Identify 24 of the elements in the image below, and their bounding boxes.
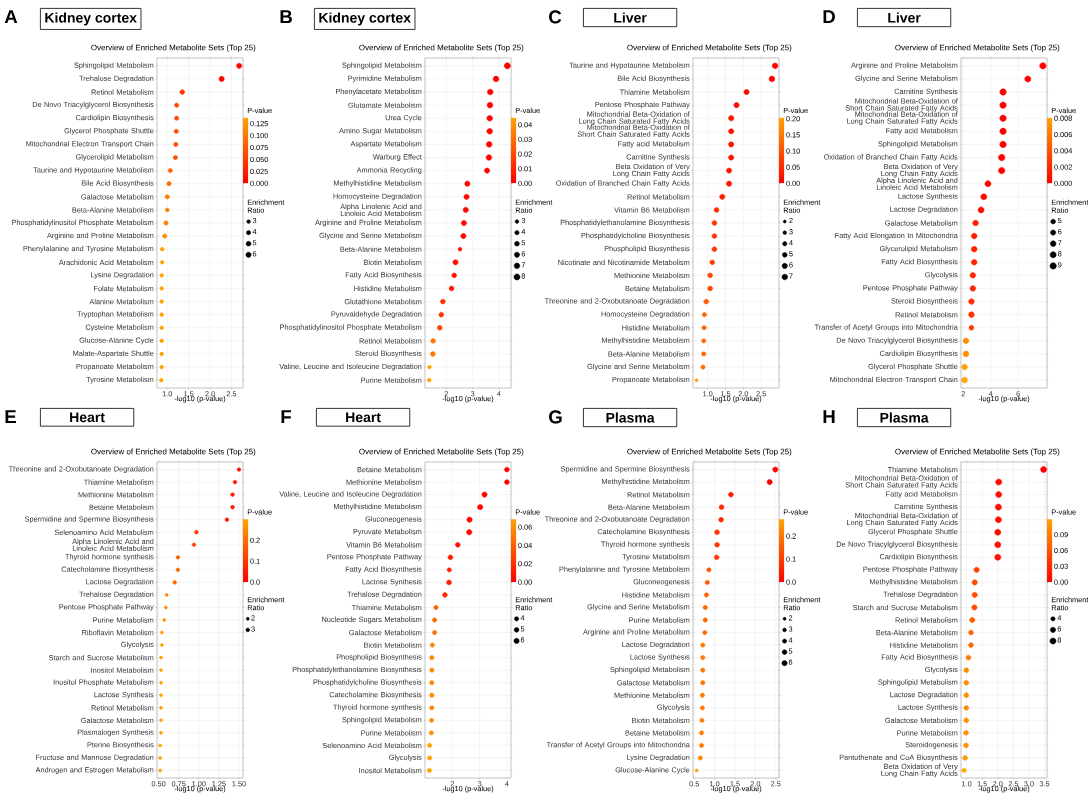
chart-title: Overview of Enriched Metabolite Sets (Top 25) — [91, 44, 256, 52]
chart-title: Overview of Enriched Metabolite Sets (Top 25) — [895, 44, 1060, 52]
chart-title: Overview of Enriched Metabolite Sets (Top 25) — [91, 448, 256, 456]
text: Heart — [70, 412, 105, 423]
chart-title: Overview of Enriched Metabolite Sets (Top 25) — [895, 448, 1060, 456]
text: D — [823, 10, 835, 24]
text: Liver — [614, 12, 647, 23]
chart-title: Overview of Enriched Metabolite Sets (Top 25) — [627, 448, 792, 456]
text: F — [281, 410, 291, 424]
text: E — [5, 410, 16, 424]
text: Liver — [888, 12, 921, 23]
text: H — [823, 410, 835, 424]
text: Kidney cortex — [319, 12, 411, 26]
text: G — [549, 410, 562, 424]
chart-title: Overview of Enriched Metabolite Sets (Top 25) — [627, 44, 792, 52]
text: B — [280, 10, 292, 24]
chart-title: Overview of Enriched Metabolite Sets (Top 25) — [359, 44, 524, 52]
text: Kidney cortex — [45, 12, 137, 26]
text: Plasma — [606, 412, 655, 423]
text: A — [4, 10, 18, 24]
text: C — [549, 10, 562, 24]
chart-title: Overview of Enriched Metabolite Sets (Top 25) — [359, 448, 524, 456]
text: Plasma — [880, 412, 929, 423]
text: Heart — [346, 412, 381, 423]
